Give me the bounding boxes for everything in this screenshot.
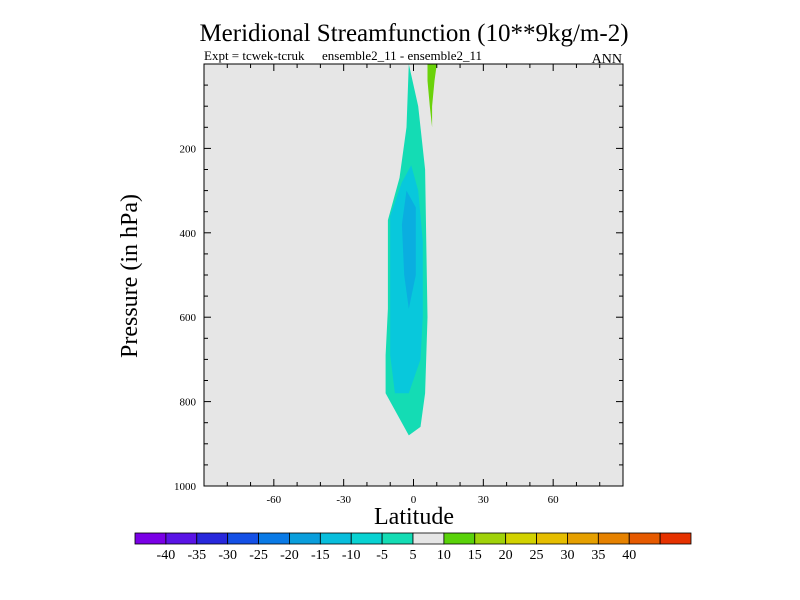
chart-title: Meridional Streamfunction (10**9kg/m-2) [199, 20, 628, 47]
x-tick-label: -30 [336, 494, 351, 506]
colorbar-box [474, 532, 507, 545]
chart-subtitle-left: Expt = tcwek-tcruk [204, 48, 305, 63]
chart-subtitle-right: ANN [592, 52, 622, 67]
colorbar-label: -20 [280, 548, 299, 563]
axes: 200 400 600 800 1000 -60 -30 0 30 60 [174, 63, 624, 506]
x-tick-label: 30 [478, 494, 490, 506]
colorbar-label: 20 [499, 548, 513, 563]
colorbar-label: -5 [376, 548, 388, 563]
colorbar-label: -35 [187, 548, 206, 563]
colorbar-box [567, 532, 599, 545]
colorbar-label: 40 [622, 548, 636, 563]
colorbar-label: -10 [342, 548, 361, 563]
colorbar-box [289, 532, 321, 545]
contour-region-2 [401, 190, 416, 309]
colorbar-box [350, 532, 383, 545]
colorbar-label: -30 [218, 548, 237, 563]
colorbar-box [227, 532, 259, 545]
colorbar-box [659, 532, 692, 545]
colorbar-box [165, 532, 198, 545]
x-tick-label: -60 [266, 494, 281, 506]
colorbar-box [536, 532, 568, 545]
colorbar-box [196, 532, 229, 545]
colorbar-label: 30 [560, 548, 574, 563]
x-tick-label: 0 [411, 494, 417, 506]
colorbar-box [443, 532, 476, 545]
y-tick-label: 200 [180, 143, 197, 155]
colorbar-box [412, 532, 445, 545]
y-tick-label: 1000 [174, 481, 197, 493]
y-tick-label: 600 [180, 312, 197, 324]
y-axis-label: Pressure (in hPa) [117, 194, 143, 358]
colorbar-label: -25 [249, 548, 268, 563]
colorbar-box [597, 532, 630, 545]
colorbar-label: 35 [591, 548, 605, 563]
colorbar-label: 15 [468, 548, 482, 563]
contour-region-3 [427, 64, 437, 128]
colorbar-box [258, 532, 290, 545]
colorbar-label: -40 [157, 548, 176, 563]
chart-subtitle-mid: ensemble2_11 - ensemble2_11 [322, 48, 482, 63]
colorbar-box [319, 532, 352, 545]
y-tick-label: 800 [180, 397, 197, 409]
colorbar-box [134, 532, 167, 545]
colorbar-label: 5 [410, 548, 417, 563]
plot-area [204, 64, 623, 486]
colorbar: -40 -35 -30 -25 -20 -15 -10 -5 5 10 15 20 25 30 35 40 [134, 532, 692, 563]
colorbar-box [628, 532, 661, 545]
y-tick-label: 400 [180, 228, 197, 240]
x-axis-label: Latitude [374, 504, 454, 530]
colorbar-label: 10 [437, 548, 451, 563]
colorbar-label: 25 [530, 548, 544, 563]
colorbar-box [505, 532, 537, 545]
colorbar-label: -15 [311, 548, 330, 563]
x-tick-label: 60 [548, 494, 560, 506]
colorbar-box [381, 532, 414, 545]
